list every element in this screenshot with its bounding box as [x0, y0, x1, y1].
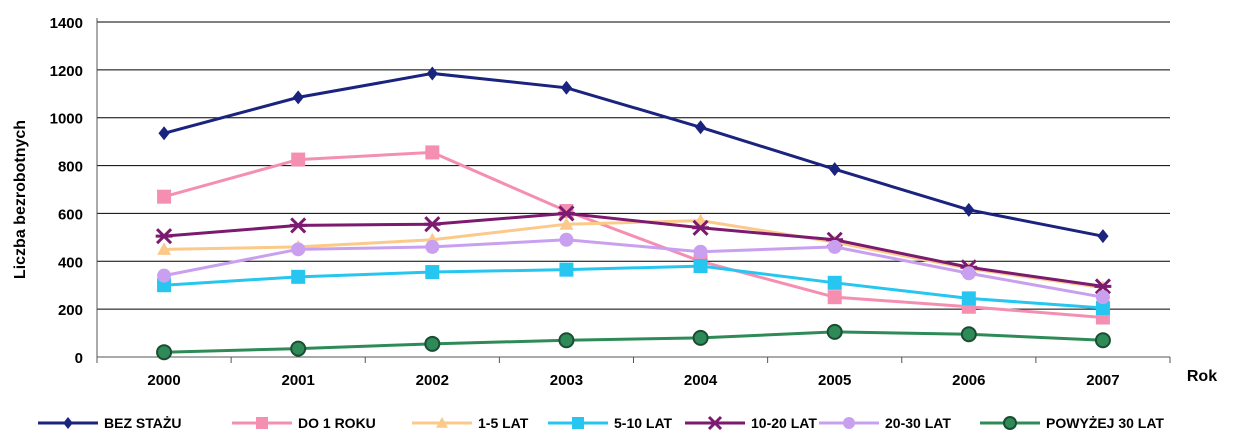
data-point	[960, 326, 977, 343]
data-point	[425, 145, 440, 160]
legend-marker	[256, 417, 268, 429]
series-line	[164, 330, 1104, 354]
y-tick-label: 1000	[50, 111, 83, 128]
data-point	[692, 219, 709, 236]
data-point	[424, 335, 441, 352]
data-point	[1095, 290, 1110, 305]
data-point	[827, 290, 842, 305]
data-point	[292, 90, 304, 105]
data-point	[290, 340, 307, 357]
legend-marker	[707, 415, 723, 431]
data-point	[961, 291, 976, 306]
data-point	[558, 332, 575, 349]
y-tick-label: 1400	[50, 15, 83, 32]
series-line	[163, 264, 1104, 310]
y-tick-label: 1200	[50, 63, 83, 80]
legend-label: DO 1 ROKU	[298, 415, 376, 431]
data-point	[1094, 278, 1112, 295]
x-tick-label: 2007	[1086, 372, 1119, 389]
data-point	[559, 232, 574, 247]
legend-label: 1-5 LAT	[478, 415, 529, 431]
y-tick-label: 0	[75, 350, 83, 367]
legend-label: POWYŻEJ 30 LAT	[1046, 415, 1164, 431]
data-point	[155, 228, 173, 245]
legend-label: 5-10 LAT	[614, 415, 673, 431]
legend-marker	[436, 417, 448, 428]
series-line	[163, 211, 1104, 288]
data-point	[560, 80, 573, 95]
x-tick-label: 2001	[282, 372, 315, 389]
y-tick-label: 800	[58, 159, 83, 176]
x-tick-label: 2006	[952, 372, 985, 389]
data-point	[157, 268, 172, 283]
data-point	[423, 216, 441, 233]
data-point	[425, 265, 440, 280]
data-point	[559, 204, 574, 219]
x-tick-label: 2005	[818, 372, 851, 389]
series-line	[163, 71, 1104, 238]
data-point	[157, 242, 172, 255]
x-tick-label: 2000	[147, 372, 180, 389]
x-tick-label: 2004	[684, 372, 718, 389]
data-point	[692, 329, 709, 346]
data-point	[558, 205, 575, 222]
legend-marker	[572, 417, 584, 429]
legend-marker	[63, 417, 73, 429]
data-point	[158, 126, 170, 141]
series-line	[163, 238, 1104, 299]
y-tick-label: 200	[58, 302, 83, 319]
data-point	[694, 120, 707, 135]
y-axis-title: Liczba bezrobotnych	[12, 120, 29, 279]
legend-marker	[1003, 416, 1017, 430]
x-axis-title: Rok	[1187, 368, 1217, 385]
x-tick-label: 2003	[550, 372, 583, 389]
legend-label: 10-20 LAT	[751, 415, 817, 431]
data-point	[1094, 332, 1111, 349]
data-point	[961, 266, 976, 281]
x-tick-label: 2002	[416, 372, 449, 389]
data-point	[1097, 229, 1109, 244]
data-point	[291, 269, 306, 284]
data-point	[289, 217, 307, 234]
data-point	[157, 278, 172, 293]
series-line	[163, 150, 1104, 320]
data-point	[291, 152, 306, 167]
data-point	[559, 217, 574, 230]
data-point	[826, 323, 843, 340]
data-point	[963, 202, 975, 217]
data-point	[1095, 300, 1110, 315]
data-point	[559, 262, 574, 277]
data-point	[693, 244, 708, 259]
legend-marker	[843, 417, 855, 429]
legend-label: BEZ STAŻU	[104, 415, 182, 431]
data-point	[156, 344, 173, 361]
y-tick-label: 600	[58, 206, 83, 223]
data-point	[827, 239, 842, 254]
data-point	[827, 275, 842, 290]
data-point	[693, 259, 708, 274]
data-point	[829, 162, 841, 177]
data-point	[157, 189, 172, 204]
data-point	[425, 239, 440, 254]
data-point	[291, 242, 306, 257]
data-point	[426, 66, 438, 81]
y-tick-label: 400	[58, 254, 83, 271]
legend-label: 20-30 LAT	[885, 415, 951, 431]
